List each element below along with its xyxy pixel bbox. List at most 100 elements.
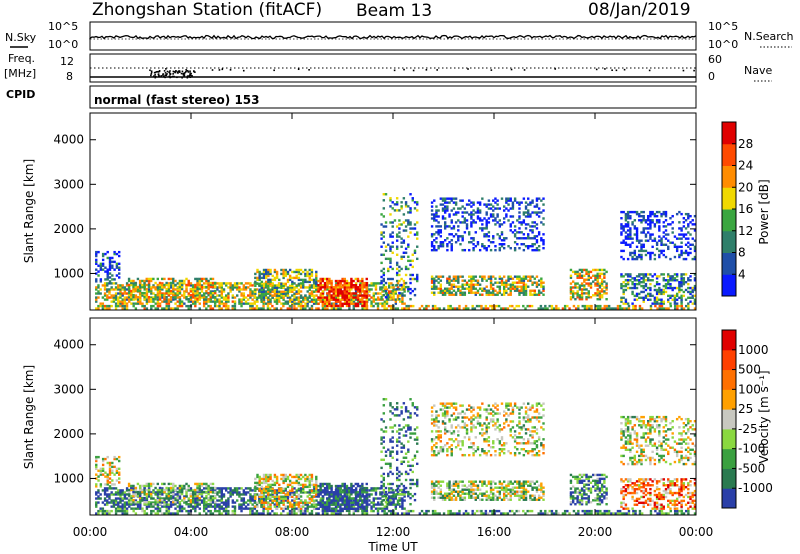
power-echo — [271, 278, 274, 282]
power-echo — [183, 282, 186, 285]
power-echo — [396, 286, 400, 289]
colorbar-segment — [722, 209, 736, 232]
velocity-echo — [108, 512, 111, 515]
power-echo — [132, 287, 135, 291]
power-echo — [191, 295, 195, 299]
power-echo — [189, 295, 193, 299]
power-echo — [138, 289, 142, 293]
power-echo — [420, 304, 424, 308]
velocity-echo — [185, 509, 188, 513]
velocity-echo — [563, 509, 567, 513]
velocity-echo — [632, 512, 635, 515]
power-echo — [635, 257, 639, 261]
velocity-echo — [156, 505, 160, 508]
power-echo — [638, 307, 642, 310]
power-echo — [669, 302, 672, 305]
power-echo — [400, 277, 403, 281]
power-echo — [240, 304, 243, 308]
nave-point — [211, 69, 214, 71]
power-echo — [470, 213, 473, 216]
power-echo — [302, 296, 305, 299]
power-echo — [529, 201, 532, 204]
power-echo — [474, 231, 477, 234]
velocity-echo — [225, 507, 228, 510]
power-echo — [511, 203, 515, 206]
velocity-echo — [425, 509, 428, 513]
power-echo — [664, 214, 668, 218]
power-echo — [117, 286, 120, 289]
power-echo — [590, 304, 593, 308]
velocity-echo — [106, 503, 109, 506]
nave-point — [185, 70, 187, 73]
power-echo — [481, 229, 484, 232]
velocity-echo — [365, 512, 369, 515]
velocity-echo — [163, 512, 166, 515]
power-echo — [459, 221, 462, 224]
power-echo — [470, 275, 473, 278]
power-echo — [524, 207, 528, 210]
power-echo — [660, 243, 663, 246]
power-echo — [249, 304, 252, 308]
power-echo — [187, 292, 190, 295]
power-echo — [465, 281, 469, 284]
power-echo — [622, 296, 625, 300]
power-echo — [594, 294, 597, 297]
power-echo — [288, 286, 292, 289]
power-echo — [125, 307, 129, 310]
power-echo — [337, 286, 340, 289]
power-echo — [535, 227, 539, 230]
power-echo — [395, 239, 399, 242]
power-echo — [394, 292, 398, 295]
power-echo — [227, 282, 230, 285]
power-echo — [321, 304, 325, 308]
power-echo — [443, 201, 447, 204]
power-echo — [680, 284, 683, 288]
power-echo — [468, 279, 471, 282]
power-echo — [633, 282, 637, 286]
velocity-echo — [165, 507, 168, 510]
power-echo — [624, 288, 628, 292]
power-echo — [513, 197, 517, 200]
power-echo — [580, 282, 584, 285]
velocity-echo — [372, 497, 375, 500]
power-echo — [658, 307, 661, 310]
power-echo — [594, 304, 598, 308]
velocity-echo — [381, 509, 384, 513]
velocity-echo — [106, 509, 109, 513]
power-echo — [446, 201, 449, 204]
power-echo — [443, 291, 447, 294]
power-echo — [189, 293, 193, 297]
velocity-echo — [103, 489, 107, 492]
power-echo — [454, 279, 458, 282]
power-echo — [334, 304, 338, 308]
power-echo — [404, 267, 408, 271]
velocity-echo — [295, 507, 298, 510]
power-echo — [117, 288, 120, 291]
power-echo — [638, 255, 641, 259]
power-echo — [312, 302, 316, 305]
power-echo — [649, 251, 652, 255]
velocity-echo — [493, 509, 496, 513]
power-echo — [592, 294, 595, 297]
power-echo — [511, 285, 515, 288]
power-echo — [476, 241, 480, 244]
power-echo — [642, 273, 645, 276]
power-echo — [167, 293, 171, 297]
power-echo — [115, 274, 119, 277]
power-echo — [117, 304, 120, 308]
power-echo — [533, 205, 536, 208]
power-echo — [345, 304, 349, 308]
power-echo — [443, 223, 447, 226]
power-echo — [511, 304, 514, 308]
power-echo — [507, 203, 510, 206]
velocity-echo — [172, 489, 175, 492]
power-echo — [454, 197, 458, 200]
power-echo — [527, 233, 530, 236]
velocity-echo — [191, 507, 195, 510]
power-echo — [656, 307, 659, 310]
velocity-echo — [207, 509, 210, 513]
power-echo — [507, 197, 510, 200]
power-echo — [470, 279, 473, 282]
power-echo — [295, 290, 298, 293]
power-echo — [454, 277, 458, 280]
